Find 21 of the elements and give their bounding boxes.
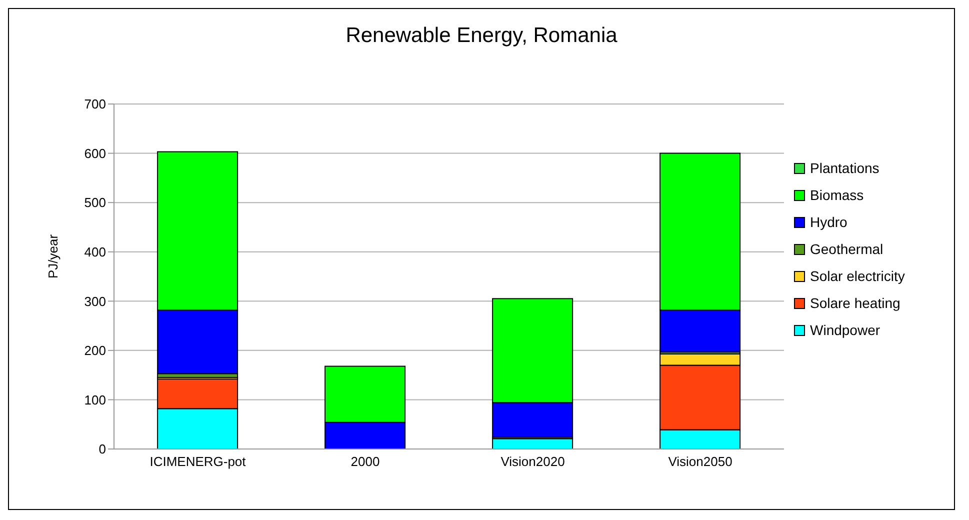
legend-label: Biomass [810, 187, 864, 203]
legend-label: Solare heating [810, 295, 900, 311]
legend-label: Hydro [810, 214, 848, 230]
x-tick-label: Vision2050 [668, 454, 732, 470]
x-tick-label: 2000 [350, 454, 380, 470]
y-tick-label: 100 [84, 392, 106, 408]
y-tick-label: 200 [84, 343, 106, 358]
y-tick-label: 400 [84, 244, 106, 260]
y-tick-label: 500 [84, 195, 106, 210]
y-tick-label: 300 [84, 294, 106, 309]
legend-label: Plantations [810, 160, 880, 176]
y-tick-label: 600 [84, 146, 106, 161]
legend-label: Windpower [810, 322, 880, 338]
y-tick-label: 700 [84, 96, 106, 112]
y-axis-title: PJ/year [46, 233, 60, 281]
x-tick-label: Vision2020 [500, 454, 565, 470]
x-tick-label: ICIMENERG-pot [150, 454, 246, 470]
y-tick-label: 0 [98, 442, 106, 457]
legend-label: Geothermal [810, 241, 884, 257]
legend-label: Solar electricity [810, 268, 905, 284]
chart-title: Renewable Energy, Romania [344, 24, 618, 48]
